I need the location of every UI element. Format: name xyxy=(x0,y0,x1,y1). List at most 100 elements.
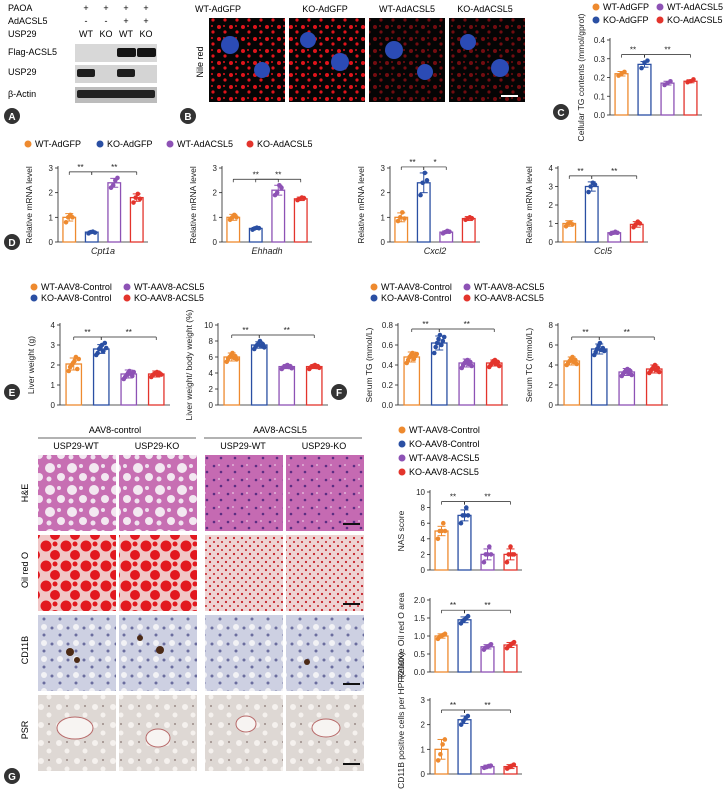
data-point xyxy=(279,185,284,191)
y-tick-label: 4 xyxy=(51,321,56,330)
nucleus xyxy=(385,41,403,59)
significance-label: ** xyxy=(253,170,259,179)
data-point xyxy=(668,78,673,84)
cd11b-stain-spot xyxy=(74,657,80,663)
blot-paoa-1: + xyxy=(83,3,88,13)
blot-row-label-adacsl5: AdACSL5 xyxy=(8,16,48,26)
significance-label: ** xyxy=(450,701,456,710)
y-tick-label: 2 xyxy=(549,201,554,210)
cd11b-stain-spot xyxy=(66,648,74,656)
chart-serum-tg: 0.0 0.2 0.4 0.6 0.8 Serum TG (mmol/L) ** ** xyxy=(364,320,508,410)
panel-g-histology: AAV8-control AAV8-ACSL5 USP29-WT USP29-K… xyxy=(20,425,364,771)
histo-oro-wt-acsl5 xyxy=(205,535,283,611)
nucleus xyxy=(460,34,476,50)
data-point xyxy=(570,222,575,227)
data-point xyxy=(511,552,517,557)
data-point xyxy=(655,365,661,371)
cd11b-stain-spot xyxy=(304,659,310,665)
y-tick-label: 1.5 xyxy=(414,614,426,623)
y-axis-label: Liver weight/ body weight (%) xyxy=(184,309,194,420)
y-tick-label: 0 xyxy=(213,238,218,247)
x-axis-label: Ehhadh xyxy=(251,246,282,256)
blot-ad-4: + xyxy=(143,16,148,26)
histo-he-wt-acsl5 xyxy=(205,455,283,531)
y-tick-label: 8 xyxy=(209,337,214,346)
data-point xyxy=(435,536,441,542)
y-tick-label: 0.5 xyxy=(414,650,426,659)
y-axis-label: Relative mRNA level xyxy=(188,166,198,244)
blot-usp-4: KO xyxy=(139,29,152,39)
significance-label: ** xyxy=(582,328,588,337)
data-point xyxy=(70,215,75,220)
data-point xyxy=(133,195,138,200)
blot-ad-2: - xyxy=(105,16,108,26)
y-tick-label: 0.2 xyxy=(382,381,394,390)
panel-label-d: D xyxy=(8,238,15,249)
legend-label: WT-AAV8-ACSL5 xyxy=(474,282,544,292)
data-point xyxy=(440,520,446,526)
bar xyxy=(305,365,323,406)
legend-label: KO-AAV8-ACSL5 xyxy=(474,293,544,303)
legend-label: KO-AAV8-Control xyxy=(409,439,479,449)
legend-dot xyxy=(398,426,406,434)
histo-col-label-4: USP29-KO xyxy=(302,441,347,451)
histo-he-ko-acsl5 xyxy=(286,455,364,531)
histo-oro-ko-control xyxy=(119,535,197,611)
data-point xyxy=(400,210,405,215)
data-point xyxy=(481,559,487,565)
data-point xyxy=(465,613,471,619)
data-point xyxy=(92,230,98,235)
legend-label: WT-AAV8-Control xyxy=(381,282,452,292)
y-tick-label: 0 xyxy=(381,238,386,247)
data-point xyxy=(622,69,627,75)
bar xyxy=(92,348,110,406)
data-point xyxy=(261,345,267,350)
significance-label: ** xyxy=(484,701,490,710)
data-point xyxy=(234,215,239,220)
y-tick-label: 2 xyxy=(51,361,56,370)
legend-label: WT-AdACSL5 xyxy=(667,2,723,12)
panel-label-e: E xyxy=(9,388,16,399)
significance-label: ** xyxy=(284,326,290,335)
y-tick-label: 0.4 xyxy=(382,361,394,370)
y-tick-label: 6 xyxy=(209,353,214,362)
legend-dot xyxy=(96,140,104,148)
blot-band-label-actin: β-Actin xyxy=(8,89,36,99)
significance-label: ** xyxy=(664,46,670,55)
y-axis-label: Relative Oil red O area xyxy=(396,593,406,680)
chart-ccl5: 0 1 2 3 4 Relative mRNA level Ccl5 ** ** xyxy=(524,164,648,256)
bar xyxy=(614,73,629,116)
significance-label: ** xyxy=(484,601,490,610)
y-tick-label: 1 xyxy=(381,213,386,222)
significance-label: ** xyxy=(77,163,83,172)
data-point xyxy=(76,356,82,362)
y-tick-label: 0 xyxy=(209,401,214,410)
data-point xyxy=(439,528,444,534)
data-point xyxy=(230,350,235,356)
data-point xyxy=(504,559,510,565)
panel-label-f: F xyxy=(336,388,342,399)
y-tick-label: 6 xyxy=(421,519,426,528)
bar xyxy=(434,635,449,673)
histo-psr-wt-acsl5 xyxy=(205,695,283,771)
y-tick-label: 3 xyxy=(213,164,218,173)
data-point xyxy=(645,58,650,63)
micro-stain-label: Nile red xyxy=(195,46,205,77)
histo-he-wt-control xyxy=(38,455,116,531)
data-point xyxy=(397,215,403,220)
legend-dot xyxy=(463,283,471,291)
y-axis-label: Serum TC (mmol/L) xyxy=(524,328,534,403)
data-point xyxy=(469,216,475,221)
data-point xyxy=(101,348,106,354)
histo-oro-ko-acsl5 xyxy=(286,535,364,611)
y-tick-label: 0.1 xyxy=(594,92,606,101)
legend-aav-f: WT-AAV8-Control WT-AAV8-ACSL5 KO-AAV8-Co… xyxy=(370,282,544,303)
y-tick-label: 2 xyxy=(421,721,426,730)
legend-dot xyxy=(123,294,131,302)
data-point xyxy=(422,170,428,176)
y-tick-label: 2 xyxy=(209,385,214,394)
nucleus xyxy=(221,36,239,54)
y-tick-label: 3 xyxy=(381,164,386,173)
data-point xyxy=(440,742,445,747)
y-tick-label: 1 xyxy=(49,213,54,222)
